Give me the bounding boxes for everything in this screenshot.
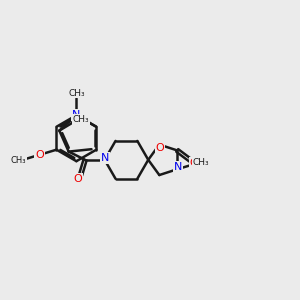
Text: O: O (155, 142, 164, 152)
Text: CH₃: CH₃ (72, 115, 89, 124)
Text: CH₃: CH₃ (11, 156, 26, 165)
Text: O: O (190, 158, 198, 168)
Text: N: N (174, 162, 182, 172)
Text: O: O (35, 150, 44, 160)
Text: CH₃: CH₃ (68, 88, 85, 98)
Text: N: N (100, 153, 109, 163)
Text: O: O (74, 174, 82, 184)
Text: CH₃: CH₃ (193, 158, 210, 167)
Text: N: N (72, 110, 81, 120)
